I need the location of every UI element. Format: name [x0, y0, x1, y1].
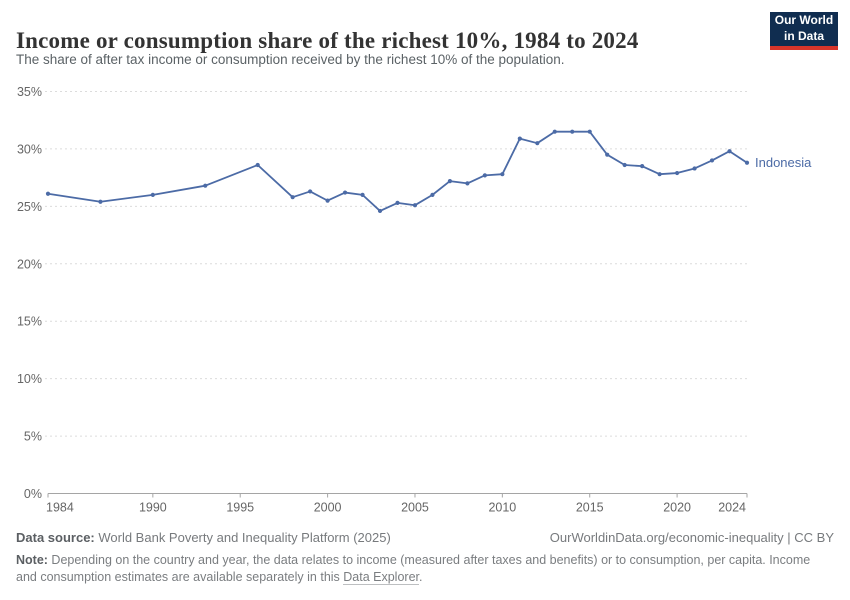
- y-axis-labels: 0% 5% 10% 15% 20% 25% 30% 35%: [17, 85, 42, 501]
- data-point-marker: [150, 192, 155, 197]
- svg-text:0%: 0%: [24, 487, 42, 501]
- chart-footer: Data source: World Bank Poverty and Ineq…: [16, 530, 834, 587]
- data-point-marker: [622, 162, 627, 168]
- data-point-marker: [203, 183, 208, 188]
- data-point-marker: [640, 164, 645, 169]
- svg-text:35%: 35%: [17, 85, 42, 99]
- data-point-marker: [308, 189, 313, 194]
- chart-note: Note: Depending on the country and year,…: [16, 552, 834, 587]
- svg-text:2000: 2000: [314, 501, 342, 515]
- data-point-marker: [360, 192, 365, 197]
- gridlines: [45, 91, 747, 494]
- data-point-marker: [255, 162, 260, 168]
- svg-text:2020: 2020: [663, 501, 691, 515]
- data-point-marker: [744, 160, 750, 165]
- data-point-marker: [657, 172, 662, 177]
- data-point-marker: [430, 192, 435, 197]
- data-point-marker: [570, 129, 575, 134]
- data-point-marker: [552, 129, 557, 134]
- svg-text:15%: 15%: [17, 315, 42, 329]
- svg-text:30%: 30%: [17, 142, 42, 156]
- data-point-marker: [377, 208, 383, 214]
- note-text: Depending on the country and year, the d…: [16, 553, 811, 585]
- data-point-marker: [45, 191, 51, 196]
- data-point-marker: [412, 203, 418, 208]
- owid-logo-line1: Our World: [774, 13, 834, 28]
- owid-logo[interactable]: Our World in Data: [770, 12, 838, 50]
- datasource-line: Data source: World Bank Poverty and Ineq…: [16, 530, 391, 545]
- series-end-label[interactable]: Indonesia: [755, 155, 812, 170]
- svg-text:20%: 20%: [17, 257, 42, 271]
- series-indonesia[interactable]: Indonesia: [45, 129, 812, 214]
- data-point-marker: [482, 173, 487, 178]
- svg-text:5%: 5%: [24, 430, 42, 444]
- data-point-marker: [290, 195, 295, 200]
- svg-text:10%: 10%: [17, 372, 42, 386]
- datasource-value: World Bank Poverty and Inequality Platfo…: [94, 530, 391, 545]
- data-point-marker: [325, 198, 330, 203]
- data-point-marker: [517, 136, 522, 141]
- data-point-marker: [587, 129, 592, 134]
- data-point-marker: [447, 178, 453, 184]
- svg-text:2005: 2005: [401, 501, 429, 515]
- svg-text:2024: 2024: [718, 501, 746, 515]
- data-explorer-link[interactable]: Data Explorer: [343, 570, 419, 586]
- svg-text:25%: 25%: [17, 200, 42, 214]
- data-point-marker: [675, 170, 680, 176]
- chart-subtitle: The share of after tax income or consump…: [16, 52, 565, 67]
- svg-text:1995: 1995: [226, 501, 254, 515]
- license-link[interactable]: OurWorldinData.org/economic-inequality |…: [549, 530, 834, 545]
- svg-text:2010: 2010: [488, 501, 516, 515]
- svg-text:1990: 1990: [139, 501, 167, 515]
- note-period: .: [419, 570, 423, 585]
- datasource-label: Data source:: [16, 530, 95, 545]
- chart-title: Income or consumption share of the riche…: [16, 28, 639, 54]
- owid-logo-line2: in Data: [783, 29, 824, 43]
- data-point-marker: [395, 200, 400, 206]
- svg-text:2015: 2015: [576, 501, 604, 515]
- note-label: Note:: [16, 553, 48, 567]
- data-point-marker: [342, 190, 348, 195]
- data-point-marker: [535, 141, 540, 146]
- data-point-marker: [709, 158, 715, 163]
- data-point-marker: [98, 199, 103, 204]
- data-point-marker: [500, 172, 505, 177]
- line-chart[interactable]: 0% 5% 10% 15% 20% 25% 30% 35% 1984 1990 1995 2000 20…: [0, 80, 850, 528]
- svg-text:1984: 1984: [46, 501, 74, 515]
- data-point-marker: [605, 152, 610, 157]
- data-point-marker: [692, 166, 697, 171]
- data-point-marker: [727, 149, 732, 154]
- x-axis: 1984 1990 1995 2000 2005 2010 2015 2020 2024: [46, 493, 748, 515]
- series-line: [47, 130, 748, 212]
- data-point-marker: [465, 181, 470, 186]
